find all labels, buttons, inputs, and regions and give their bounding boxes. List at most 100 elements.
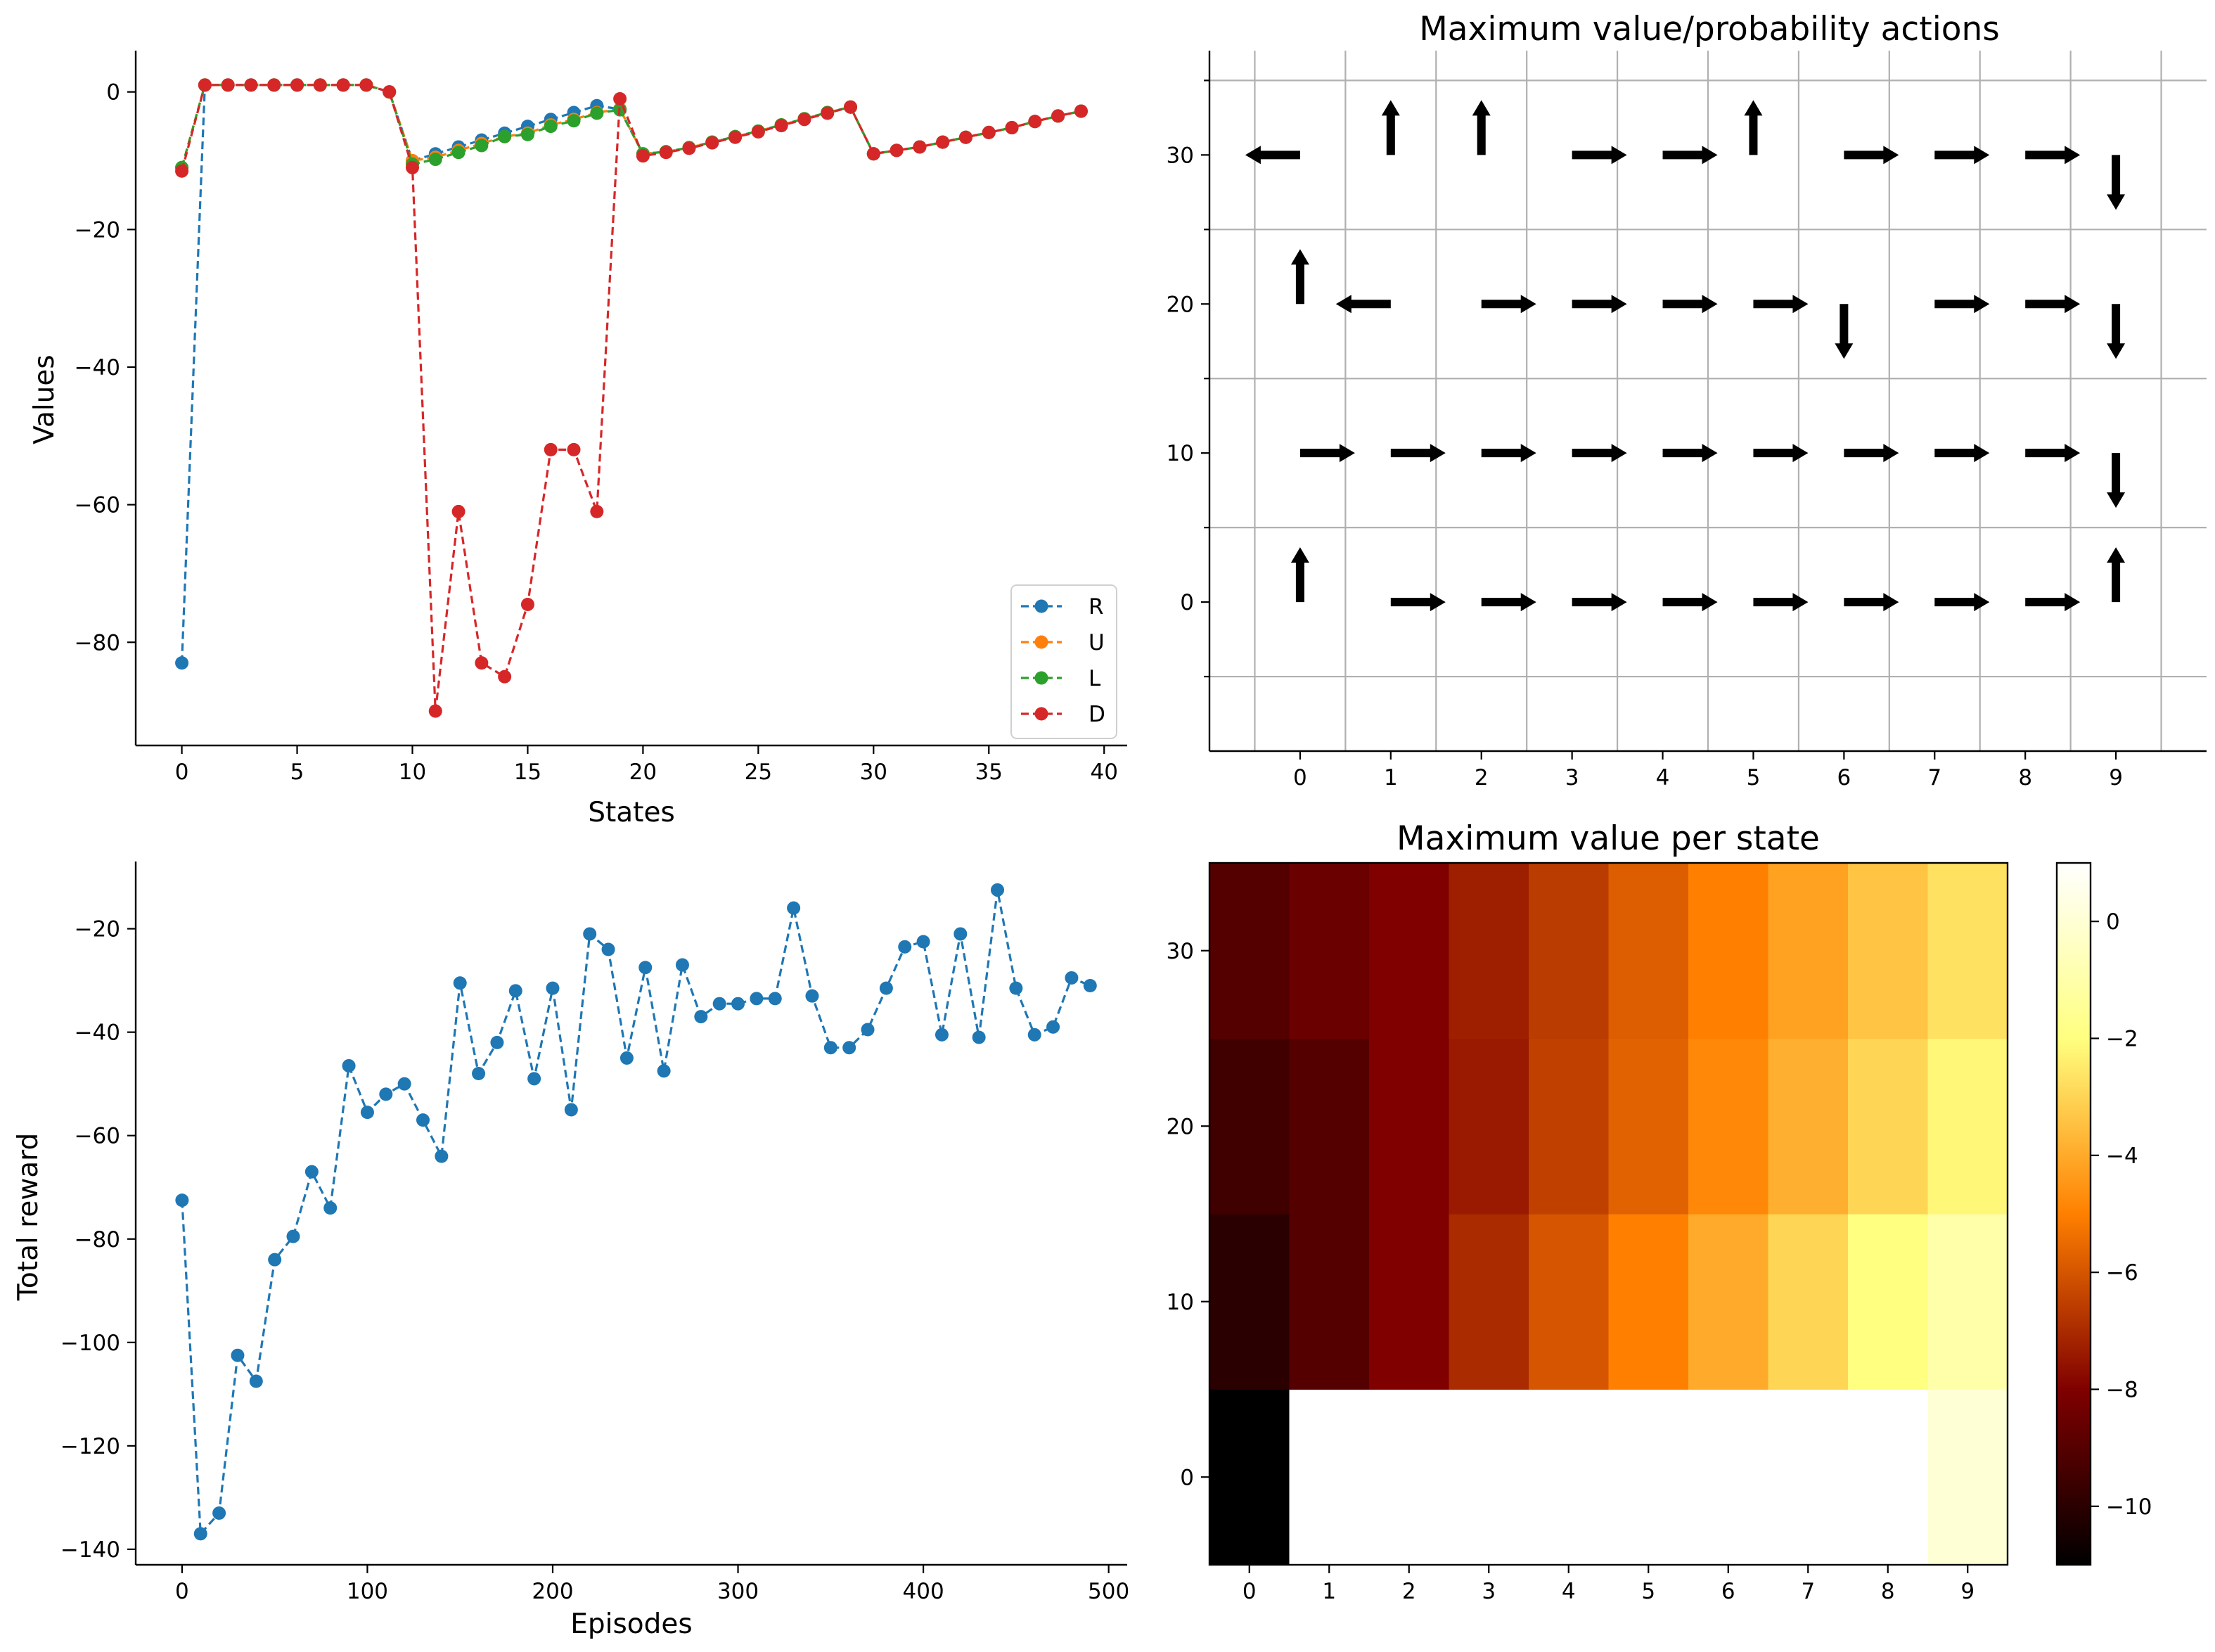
heatmap-cells: [1209, 863, 2008, 1565]
reward-point: [619, 1051, 634, 1065]
values-ylabel: Values: [29, 354, 60, 444]
policy-xtick-label: 0: [1293, 765, 1307, 790]
heatmap-cell: [1529, 1214, 1610, 1390]
policy-title: Maximum value/probability actions: [1419, 10, 2000, 49]
policy-arrow-R: [1572, 444, 1627, 463]
reward-series-group: [175, 883, 1097, 1541]
series-point-L: [498, 129, 512, 143]
policy-arrow-R: [1299, 444, 1355, 463]
policy-arrow-R: [1481, 593, 1536, 612]
heatmap-cell: [1209, 1389, 1290, 1565]
policy-arrow-R: [1753, 593, 1809, 612]
heatmap-frame: [1208, 862, 2009, 1566]
policy-ticks: 0 1 2 3 4 5 6 7 8 9 0 10 20 30: [1167, 79, 2123, 790]
series-point-D: [313, 78, 327, 92]
reward-line: [181, 890, 1091, 1537]
reward-point: [435, 1149, 449, 1163]
reward-point: [1046, 1020, 1060, 1034]
reward-ytick-label: −20: [75, 917, 120, 942]
heatmap-cell: [1369, 1038, 1450, 1215]
values-xtick-label: 0: [175, 760, 189, 785]
series-point-D: [797, 113, 811, 127]
series-point-L: [428, 153, 442, 167]
series-point-D: [821, 106, 835, 120]
values-xtick-label: 5: [290, 760, 304, 785]
policy-xtick-label: 2: [1475, 765, 1489, 790]
heatmap-cell: [1927, 1214, 2008, 1390]
reward-point: [787, 901, 801, 915]
policy-xtick-label: 9: [2109, 765, 2123, 790]
policy-arrows: [1245, 100, 2126, 612]
series-point-D: [844, 100, 858, 114]
heatmap-xtick-label: 2: [1402, 1579, 1416, 1604]
reward-point: [249, 1374, 263, 1388]
reward-ticks: 0 100 200 300 400 500 −20 −40 −60 −80 −100 −120 −140: [60, 917, 1129, 1604]
reward-ytick-label: −120: [60, 1434, 120, 1459]
legend-label: D: [1089, 702, 1105, 727]
reward-xtick-label: 500: [1088, 1579, 1129, 1604]
colorbar-tick-label: 0: [2106, 909, 2120, 935]
series-point-D: [613, 91, 627, 105]
reward-point: [342, 1058, 356, 1072]
policy-arrow-D: [2107, 155, 2126, 210]
policy-arrow-R: [1934, 444, 1990, 463]
heatmap-xtick-label: 8: [1881, 1579, 1895, 1604]
series-point-D: [590, 504, 604, 518]
policy-ytick-label: 30: [1167, 143, 1194, 168]
heatmap-cell: [1688, 863, 1769, 1039]
series-point-D: [290, 78, 304, 92]
heatmap-xtick-label: 0: [1243, 1579, 1257, 1604]
series-point-D: [175, 164, 189, 178]
series-point-D: [774, 119, 788, 133]
colorbar-tick-label: −8: [2106, 1378, 2138, 1403]
heatmap-cell: [1848, 1389, 1929, 1565]
policy-arrow-U: [1744, 100, 1763, 155]
reward-point: [675, 958, 689, 972]
reward-point: [842, 1041, 856, 1055]
series-point-D: [428, 704, 442, 718]
series-point-D: [383, 85, 397, 99]
policy-arrow-R: [1390, 444, 1446, 463]
reward-point: [212, 1506, 226, 1520]
reward-xtick-label: 0: [175, 1579, 189, 1604]
heatmap-xtick-label: 7: [1801, 1579, 1815, 1604]
heatmap-xtick-label: 3: [1482, 1579, 1496, 1604]
heatmap-xtick-label: 4: [1562, 1579, 1576, 1604]
policy-arrow-R: [2025, 295, 2081, 314]
policy-arrow-R: [1481, 444, 1536, 463]
heatmap-cell: [1608, 1038, 1689, 1215]
heatmap-cell: [1768, 1214, 1849, 1390]
series-point-D: [705, 136, 719, 150]
reward-xlabel: Episodes: [570, 1608, 692, 1640]
reward-point: [527, 1072, 541, 1086]
reward-ylabel: Total reward: [13, 1133, 44, 1302]
colorbar: [2055, 862, 2092, 1566]
series-point-D: [890, 143, 904, 158]
policy-arrow-R: [1572, 146, 1627, 165]
legend-marker: [1034, 707, 1048, 721]
policy-xtick-label: 6: [1837, 765, 1851, 790]
policy-xtick-label: 1: [1384, 765, 1398, 790]
colorbar-ticks: 0 −2 −4 −6 −8 −10: [2091, 909, 2152, 1520]
reward-point: [193, 1527, 207, 1541]
reward-point: [508, 984, 522, 998]
heatmap-cell: [1768, 1038, 1849, 1215]
values-xtick-label: 30: [860, 760, 887, 785]
series-point-D: [728, 130, 743, 144]
reward-point: [712, 997, 726, 1011]
reward-point: [694, 1010, 708, 1024]
values-ticks: 0 5 10 15 20 25 30 35 40 0 −20 −40 −60 −80: [75, 80, 1118, 785]
legend-label: L: [1089, 666, 1101, 691]
series-point-D: [682, 141, 696, 155]
values-ytick-label: −80: [75, 630, 120, 655]
series-point-L: [451, 146, 466, 160]
policy-arrow-R: [1572, 593, 1627, 612]
reward-ytick-label: −80: [75, 1227, 120, 1253]
reward-point: [175, 1193, 189, 1208]
heatmap-ytick-label: 0: [1180, 1465, 1194, 1490]
heatmap-cell: [1209, 1038, 1290, 1215]
series-point-D: [359, 78, 373, 92]
reward-point: [416, 1113, 430, 1127]
policy-arrow-R: [1934, 295, 1990, 314]
